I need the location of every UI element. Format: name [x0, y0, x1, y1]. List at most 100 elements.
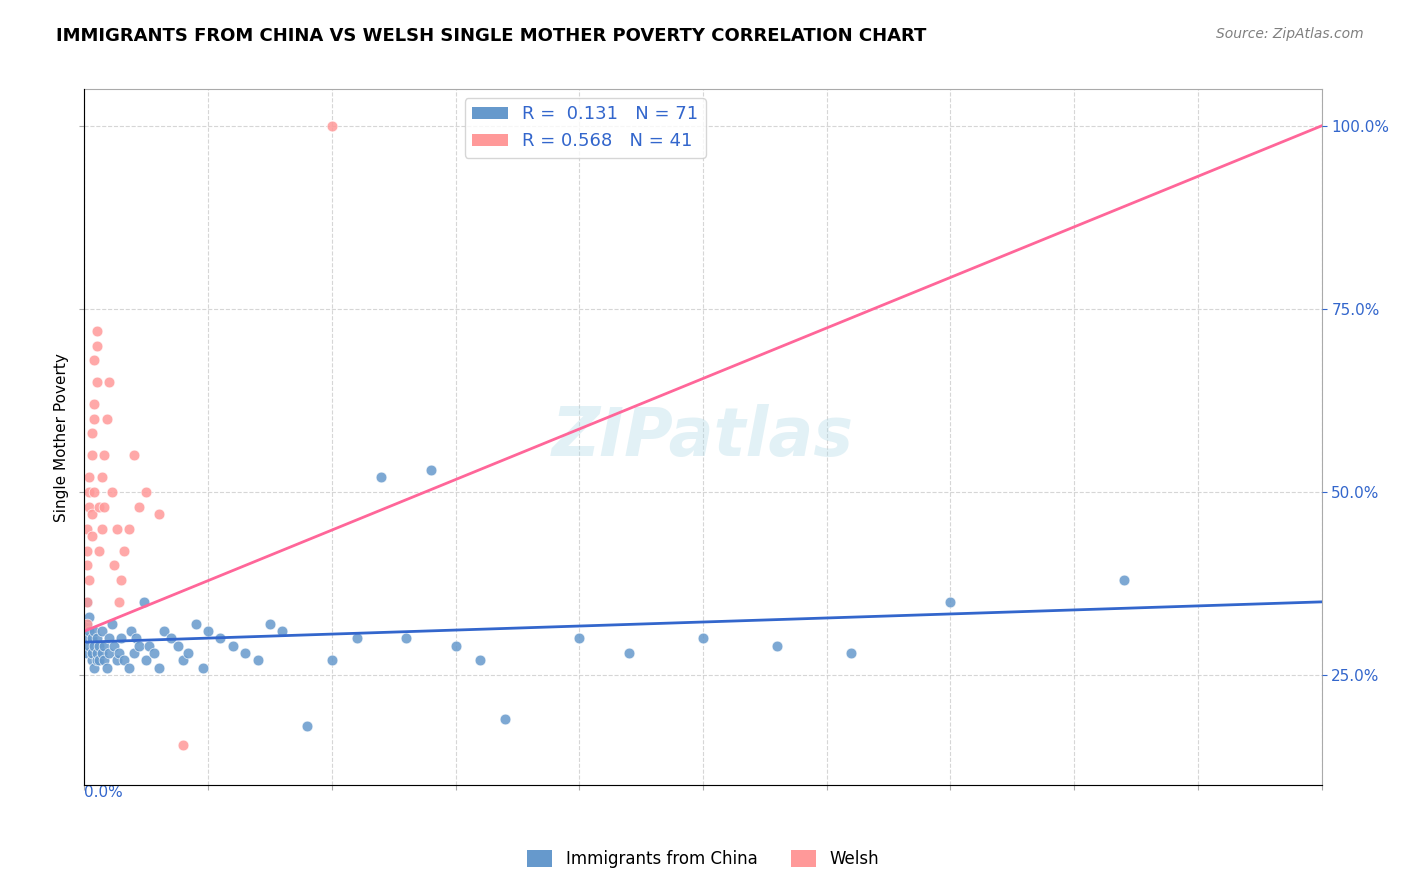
Point	[444, 639, 467, 653]
Point	[76, 595, 98, 609]
Point	[125, 632, 148, 646]
Point	[152, 624, 174, 639]
Point	[167, 639, 190, 653]
Point	[86, 653, 108, 667]
Point	[86, 646, 108, 660]
Point	[112, 653, 135, 667]
Point	[89, 543, 111, 558]
Point	[197, 624, 219, 639]
Point	[76, 558, 98, 573]
Point	[259, 616, 281, 631]
Point	[494, 712, 516, 726]
Point	[766, 639, 789, 653]
Point	[79, 639, 101, 653]
Point	[80, 646, 103, 660]
Point	[135, 485, 157, 500]
Point	[138, 639, 160, 653]
Point	[76, 595, 98, 609]
Point	[271, 624, 294, 639]
Point	[79, 573, 101, 587]
Point	[86, 324, 108, 338]
Point	[160, 632, 183, 646]
Point	[295, 719, 318, 733]
Point	[132, 595, 155, 609]
Point	[76, 646, 98, 660]
Point	[841, 646, 863, 660]
Point	[90, 522, 112, 536]
Point	[568, 632, 591, 646]
Point	[80, 632, 103, 646]
Point	[122, 646, 145, 660]
Point	[321, 653, 343, 667]
Point	[83, 639, 105, 653]
Point	[128, 500, 150, 514]
Point	[83, 411, 105, 425]
Point	[184, 616, 207, 631]
Point	[172, 653, 194, 667]
Point	[110, 573, 132, 587]
Point	[100, 616, 122, 631]
Point	[89, 653, 111, 667]
Point	[103, 558, 125, 573]
Point	[96, 661, 118, 675]
Point	[76, 543, 98, 558]
Point	[191, 661, 214, 675]
Point	[93, 500, 115, 514]
Point	[118, 522, 141, 536]
Point	[346, 632, 368, 646]
Point	[939, 595, 962, 609]
Point	[76, 616, 98, 631]
Point	[108, 646, 131, 660]
Point	[470, 653, 492, 667]
Point	[79, 485, 101, 500]
Y-axis label: Single Mother Poverty: Single Mother Poverty	[53, 352, 69, 522]
Point	[321, 119, 343, 133]
Point	[79, 609, 101, 624]
Point	[80, 449, 103, 463]
Point	[93, 449, 115, 463]
Point	[80, 529, 103, 543]
Point	[172, 738, 194, 752]
Point	[246, 653, 269, 667]
Point	[233, 646, 256, 660]
Point	[135, 653, 157, 667]
Point	[692, 632, 714, 646]
Text: 0.0%: 0.0%	[84, 785, 124, 800]
Point	[89, 500, 111, 514]
Point	[83, 661, 105, 675]
Point	[112, 543, 135, 558]
Point	[100, 485, 122, 500]
Point	[86, 375, 108, 389]
Point	[76, 522, 98, 536]
Point	[80, 507, 103, 521]
Point	[86, 632, 108, 646]
Point	[103, 639, 125, 653]
Point	[98, 375, 121, 389]
Point	[83, 353, 105, 368]
Point	[76, 616, 98, 631]
Point	[120, 624, 142, 639]
Point	[370, 470, 392, 484]
Point	[98, 646, 121, 660]
Point	[142, 646, 165, 660]
Point	[93, 653, 115, 667]
Text: IMMIGRANTS FROM CHINA VS WELSH SINGLE MOTHER POVERTY CORRELATION CHART: IMMIGRANTS FROM CHINA VS WELSH SINGLE MO…	[56, 27, 927, 45]
Point	[128, 639, 150, 653]
Point	[83, 397, 105, 411]
Point	[105, 653, 128, 667]
Point	[89, 639, 111, 653]
Point	[80, 426, 103, 441]
Point	[86, 338, 108, 352]
Text: Source: ZipAtlas.com: Source: ZipAtlas.com	[1216, 27, 1364, 41]
Point	[108, 595, 131, 609]
Point	[79, 500, 101, 514]
Point	[177, 646, 200, 660]
Point	[222, 639, 245, 653]
Point	[80, 653, 103, 667]
Point	[1112, 573, 1135, 587]
Point	[118, 661, 141, 675]
Legend: Immigrants from China, Welsh: Immigrants from China, Welsh	[520, 843, 886, 875]
Point	[76, 632, 98, 646]
Point	[110, 632, 132, 646]
Point	[148, 507, 170, 521]
